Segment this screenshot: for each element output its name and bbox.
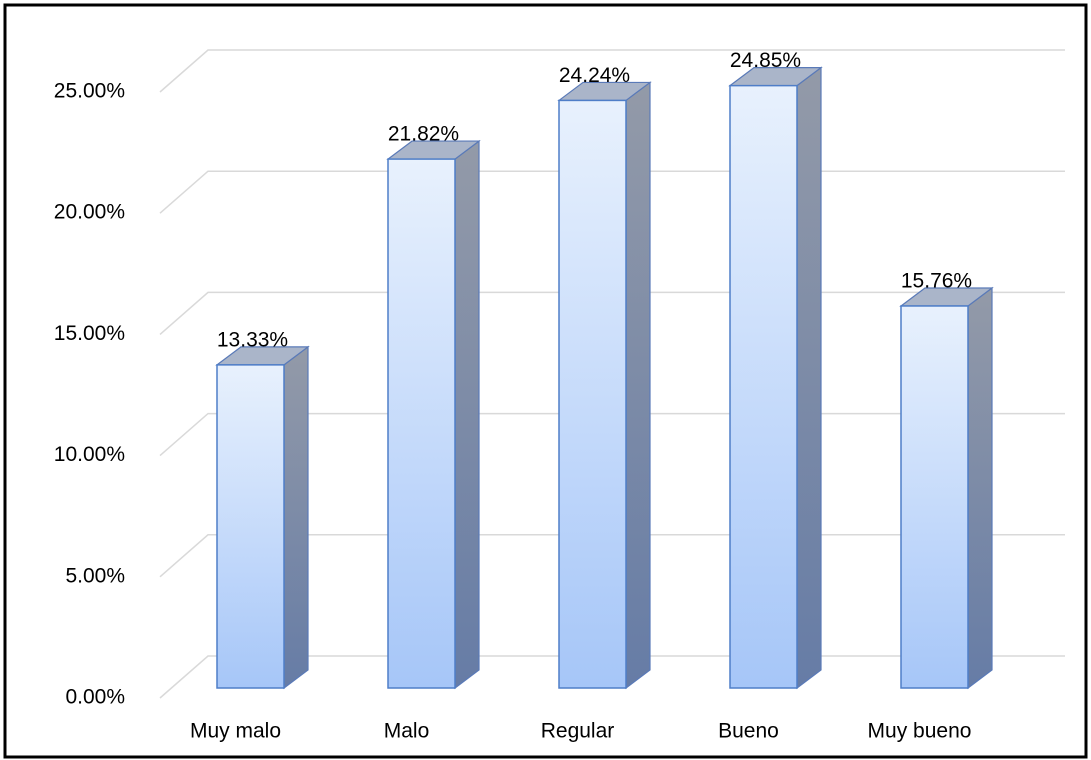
- grid-line: [159, 49, 1065, 93]
- bar-front: [216, 364, 285, 689]
- bar-side: [283, 345, 309, 690]
- value-label: 13.33%: [217, 328, 288, 351]
- value-label: 21.82%: [388, 123, 459, 146]
- y-tick-label: 25.00%: [54, 80, 125, 103]
- x-tick-label: Muy malo: [190, 720, 281, 743]
- x-tick-label: Bueno: [718, 720, 779, 743]
- bar: [728, 66, 823, 690]
- bar: [215, 345, 310, 690]
- x-tick-label: Muy bueno: [868, 720, 972, 743]
- bar: [386, 139, 481, 690]
- x-tick-label: Regular: [541, 720, 615, 743]
- bar: [557, 81, 652, 690]
- y-tick-label: 10.00%: [54, 443, 125, 466]
- value-label: 15.76%: [901, 270, 972, 293]
- bar-front: [387, 158, 456, 689]
- y-tick-label: 15.00%: [54, 322, 125, 345]
- bar-side: [967, 286, 993, 690]
- bar-side: [796, 66, 822, 690]
- bar-front: [900, 305, 969, 689]
- value-label: 24.85%: [730, 49, 801, 72]
- bar: [899, 286, 994, 690]
- y-tick-label: 0.00%: [65, 686, 125, 709]
- bar-front: [729, 84, 798, 689]
- bar-front: [558, 99, 627, 689]
- bar-side: [454, 139, 480, 690]
- value-label: 24.24%: [559, 64, 630, 87]
- y-tick-label: 5.00%: [65, 564, 125, 587]
- y-tick-label: 20.00%: [54, 201, 125, 224]
- x-tick-label: Malo: [384, 720, 430, 743]
- bar-side: [625, 81, 651, 690]
